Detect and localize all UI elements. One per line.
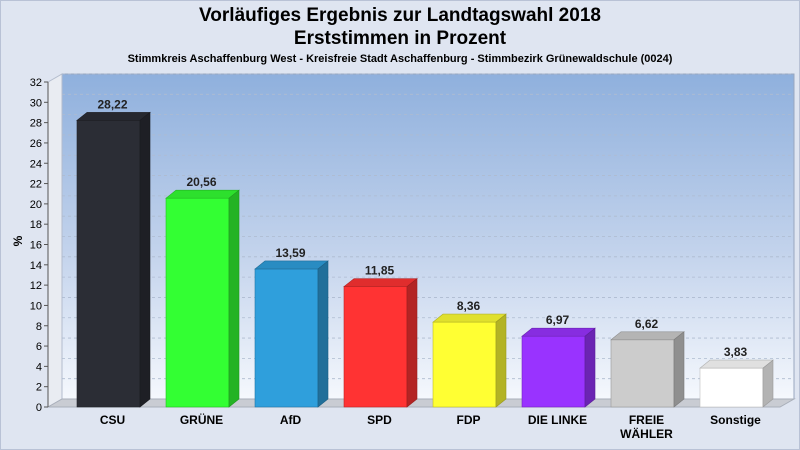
x-tick-label: SPD [367, 413, 392, 427]
chart-subtitle: Stimmkreis Aschaffenburg West - Kreisfre… [127, 53, 673, 65]
x-tick-label-line: GRÜNE [180, 412, 223, 427]
bar-spd [343, 278, 418, 408]
y-tick-label: 10 [30, 300, 42, 312]
bar-front [254, 268, 319, 408]
bar-csu [76, 111, 151, 408]
x-tick-label-line: SPD [367, 413, 392, 427]
x-tick-label-line: FREIE [629, 413, 664, 427]
x-tick-label-line: FDP [457, 413, 481, 427]
x-tick-label-line: CSU [100, 413, 125, 427]
bar-top [521, 327, 596, 337]
y-tick-label: 4 [36, 361, 42, 373]
y-tick-label: 12 [30, 280, 42, 292]
bar-value-label: 6,62 [635, 317, 659, 331]
bar-front [165, 197, 230, 408]
bar-side [406, 278, 418, 408]
title-line-2: Erststimmen in Prozent [293, 28, 507, 49]
y-tick-label: 14 [30, 260, 42, 272]
y-tick-label: 6 [36, 341, 42, 353]
bar-side [495, 313, 507, 408]
y-tick-label: 2 [36, 382, 42, 394]
bar-front [610, 339, 675, 408]
x-tick-label-line: DIE LINKE [528, 413, 587, 427]
y-tick-label: 8 [36, 321, 42, 333]
bar-side [762, 359, 774, 408]
bar-side [673, 331, 685, 408]
bar-top [165, 189, 240, 199]
x-tick-label-line: Sonstige [710, 413, 761, 427]
y-tick-label: 32 [30, 77, 42, 89]
bar-top [254, 260, 329, 270]
bar-top [76, 112, 151, 121]
y-tick-label: 30 [30, 97, 42, 109]
x-tick-label: Sonstige [710, 413, 761, 427]
bar-front [343, 286, 408, 408]
chart-title: Vorläufiges Ergebnis zur Landtagswahl 20… [0, 4, 800, 50]
y-axis-label: % [11, 235, 25, 246]
bar-top [610, 331, 685, 341]
bar-top [699, 359, 774, 369]
bar-front [76, 120, 141, 408]
x-tick-label: DIE LINKE [528, 413, 587, 427]
y-tick-label: 26 [30, 138, 42, 150]
x-tick-label: GRÜNE [180, 412, 223, 427]
bar-front [699, 367, 764, 408]
bar-top [343, 278, 418, 287]
x-tick-label: FDP [457, 413, 481, 427]
y-tick-label: 20 [30, 199, 42, 211]
bar-value-label: 8,36 [457, 299, 481, 313]
title-line-1: Vorläufiges Ergebnis zur Landtagswahl 20… [199, 5, 601, 26]
bar-side [139, 111, 151, 408]
y-tick-label: 18 [30, 219, 42, 231]
x-tick-label-line: AfD [280, 413, 302, 427]
bar-side [228, 189, 240, 408]
bar-side [317, 260, 329, 408]
bar-value-label: 13,59 [275, 246, 305, 260]
x-tick-label: CSU [100, 413, 125, 427]
x-tick-label: AfD [280, 413, 302, 427]
bar-sonstige [699, 359, 774, 408]
bar-fdp [432, 313, 507, 408]
bar-value-label: 11,85 [365, 264, 395, 278]
bar-front [521, 335, 586, 408]
bar-value-label: 28,22 [97, 97, 127, 111]
bar-front [432, 321, 497, 408]
bar-side [584, 327, 596, 408]
bar-die-linke [521, 327, 596, 408]
bar-afd [254, 260, 329, 408]
x-tick-label-line: WÄHLER [620, 426, 673, 441]
y-tick-label: 28 [30, 118, 42, 130]
bar-value-label: 3,83 [724, 345, 748, 359]
y-tick-label: 16 [30, 240, 42, 252]
y-tick-label: 22 [30, 179, 42, 191]
bar-grüne [165, 189, 240, 408]
y-tick-label: 0 [36, 402, 42, 414]
side-wall [47, 73, 63, 408]
bar-value-label: 20,56 [186, 175, 216, 189]
bar-freie-wähler [610, 331, 685, 408]
y-tick-label: 24 [30, 158, 42, 170]
x-tick-label: FREIE WÄHLER [620, 413, 673, 441]
bar-top [432, 313, 507, 323]
bar-value-label: 6,97 [546, 313, 570, 327]
